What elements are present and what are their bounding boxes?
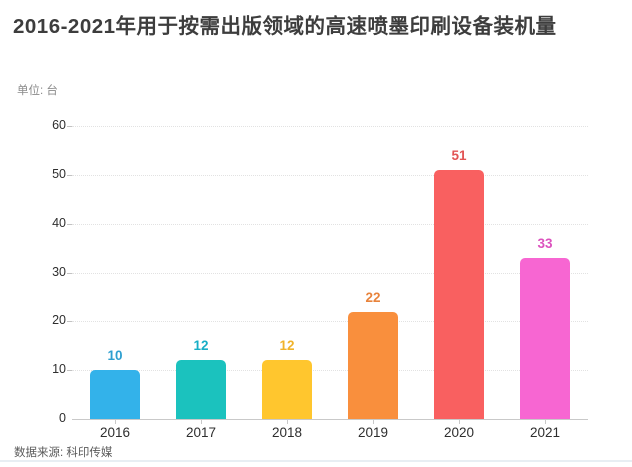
- unit-label: 单位: 台: [17, 85, 58, 97]
- x-axis-label-2016: 2016: [99, 425, 131, 440]
- gridline-20: [72, 321, 588, 323]
- gridline-10: [72, 370, 588, 372]
- x-axis-tick-2019: [373, 420, 374, 424]
- bar-value-2018: 12: [279, 338, 295, 353]
- bar-value-2017: 12: [193, 338, 209, 353]
- x-axis-tick-2020: [459, 420, 460, 424]
- bar-2020[interactable]: [434, 170, 484, 419]
- bar-2018[interactable]: [262, 360, 312, 419]
- x-axis-tick-2018: [287, 420, 288, 424]
- bar-value-2019: 22: [365, 290, 381, 305]
- x-axis-tick-2021: [545, 420, 546, 424]
- bar-2017[interactable]: [176, 360, 226, 419]
- bar-value-2021: 33: [537, 236, 553, 251]
- y-axis-label-50: 50: [52, 166, 66, 181]
- bar-value-2016: 10: [107, 348, 123, 363]
- y-axis-label-60: 60: [52, 118, 66, 132]
- chart-title: 2016-2021年用于按需出版领域的高速喷墨印刷设备装机量: [13, 15, 557, 38]
- bar-value-2020: 51: [451, 148, 467, 163]
- y-axis-label-20: 20: [52, 313, 66, 328]
- y-axis-tick-10: [67, 370, 72, 372]
- y-axis-tick-30: [67, 272, 72, 274]
- gridline-40: [72, 223, 588, 225]
- x-axis-label-2021: 2021: [529, 425, 561, 440]
- x-axis-label-2019: 2019: [357, 425, 389, 440]
- x-axis-tick-2017: [201, 420, 202, 424]
- bar-2016[interactable]: [90, 370, 140, 419]
- x-axis-line: [72, 419, 588, 420]
- gridline-30: [72, 272, 588, 274]
- y-axis-label-10: 10: [52, 362, 66, 377]
- x-axis-label-2017: 2017: [185, 425, 217, 440]
- bottom-divider: [0, 460, 632, 462]
- x-axis-label-2020: 2020: [443, 425, 475, 440]
- y-axis-tick-20: [67, 321, 72, 323]
- bar-2021[interactable]: [520, 258, 570, 419]
- y-axis-tick-50: [67, 174, 72, 176]
- y-axis-tick-60: [67, 126, 72, 127]
- gridline-50: [72, 174, 588, 176]
- y-axis-label-40: 40: [52, 215, 66, 230]
- source-note: 数据来源: 科印传媒: [14, 447, 113, 459]
- y-axis-tick-40: [67, 223, 72, 225]
- x-axis-tick-2016: [115, 420, 116, 424]
- y-axis-label-30: 30: [52, 264, 66, 279]
- x-axis-label-2018: 2018: [271, 425, 303, 440]
- gridline-60: [72, 126, 588, 127]
- y-axis-label-0: 0: [59, 411, 66, 425]
- bar-2019[interactable]: [348, 312, 398, 419]
